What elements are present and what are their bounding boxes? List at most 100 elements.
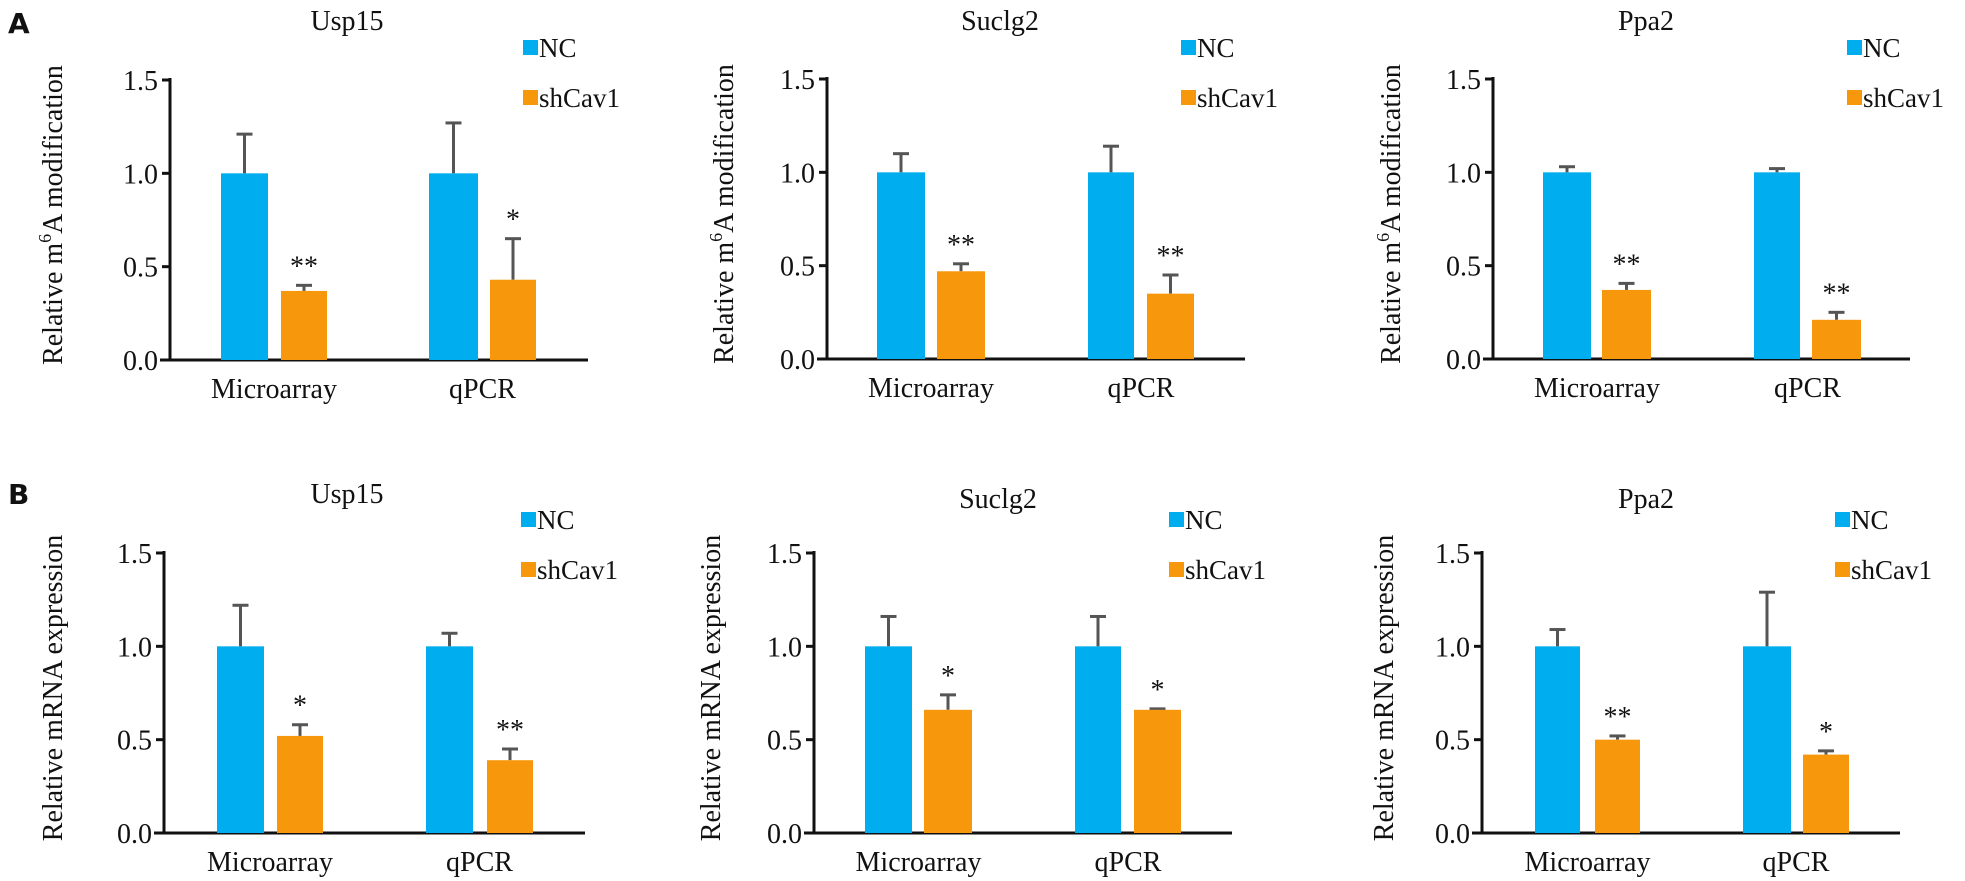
- x-category-label: Microarray: [207, 847, 333, 878]
- y-axis-label-part: Relative mRNA expression: [696, 535, 727, 841]
- significance-marker: **: [290, 251, 318, 282]
- y-tick-label: 0.0: [123, 346, 158, 377]
- x-category-label: Microarray: [856, 847, 982, 878]
- y-tick-label: 0.5: [1435, 726, 1470, 757]
- bar-shcav1-microarray: [937, 271, 985, 359]
- x-category-label: Microarray: [211, 374, 337, 405]
- y-tick-label: 0.0: [767, 819, 802, 850]
- legend-swatch-nc: [1847, 40, 1862, 55]
- significance-marker: **: [1157, 241, 1185, 272]
- chart-title: Suclg2: [959, 484, 1037, 515]
- chart-a-ppa2: Ppa2 Relative m6A modification 0.0 0.5 1.0 1.…: [1373, 6, 1944, 404]
- x-category-label: qPCR: [449, 374, 516, 405]
- chart-b-usp15: Usp15 Relative mRNA expression 0.0 0.5 1.0 1.…: [38, 479, 618, 878]
- bar-shcav1-microarray: [1602, 289, 1651, 359]
- significance-marker: **: [1823, 278, 1851, 309]
- y-axis-label: Relative mRNA expression: [38, 535, 69, 841]
- x-category-label: qPCR: [1774, 373, 1841, 404]
- legend-label-nc: NC: [1185, 505, 1223, 535]
- y-tick-label: 0.5: [767, 726, 802, 757]
- bar-nc-microarray: [1543, 172, 1591, 359]
- bar-shcav1-qpcr: [1134, 709, 1181, 833]
- chart-b-ppa2: Ppa2 Relative mRNA expression 0.0 0.5 1.0 1.5…: [1369, 484, 1932, 878]
- y-tick-label: 1.0: [780, 158, 815, 189]
- y-axis-label-superscript: 6: [1373, 233, 1393, 242]
- y-tick-label: 0.5: [117, 726, 152, 757]
- panel-letter-a: A: [8, 7, 30, 40]
- y-axis-label-part: Relative m: [38, 243, 69, 365]
- legend-label-nc: NC: [537, 505, 575, 535]
- legend-swatch-shcav1: [1181, 90, 1196, 105]
- y-tick-label: 0.0: [1435, 819, 1470, 850]
- legend-swatch-shcav1: [1835, 562, 1850, 577]
- bar-shcav1-qpcr: [487, 760, 533, 833]
- x-category-label: Microarray: [1534, 373, 1660, 404]
- bar-nc-microarray: [1535, 646, 1580, 833]
- legend-label-shcav1: shCav1: [1863, 83, 1944, 113]
- y-axis-label: Relative mRNA expression: [696, 535, 727, 841]
- chart-a-suclg2: Suclg2 Relative m6A modification 0.0 0.5 1.0…: [706, 6, 1278, 404]
- x-category-label: qPCR: [1095, 847, 1162, 878]
- significance-marker: **: [496, 715, 524, 746]
- legend-swatch-shcav1: [521, 562, 536, 577]
- bar-shcav1-microarray: [924, 709, 972, 833]
- significance-marker: *: [941, 661, 955, 692]
- y-axis-label-part: A modification: [709, 64, 740, 233]
- bar-shcav1-microarray: [1595, 739, 1640, 833]
- bar-shcav1-microarray: [277, 735, 323, 833]
- x-category-label: Microarray: [1525, 847, 1651, 878]
- bar-nc-microarray: [877, 172, 925, 359]
- y-axis-label-part: Relative mRNA expression: [1369, 535, 1400, 841]
- bar-nc-microarray: [865, 646, 912, 833]
- legend-swatch-nc: [521, 512, 536, 527]
- x-category-label: Microarray: [868, 373, 994, 404]
- bar-nc-qpcr: [429, 173, 478, 360]
- y-tick-label: 0.0: [780, 345, 815, 376]
- y-tick-label: 1.5: [117, 539, 152, 570]
- significance-marker: *: [506, 205, 520, 236]
- legend-label-nc: NC: [1197, 33, 1235, 63]
- chart-title: Ppa2: [1618, 484, 1674, 515]
- legend-swatch-shcav1: [1847, 90, 1862, 105]
- y-axis-label: Relative m6A modification: [1373, 64, 1407, 364]
- legend-label-shcav1: shCav1: [537, 555, 618, 585]
- legend-label-nc: NC: [539, 33, 577, 63]
- y-tick-label: 1.5: [123, 66, 158, 97]
- y-tick-label: 1.0: [1435, 632, 1470, 663]
- y-tick-label: 0.0: [1446, 345, 1481, 376]
- y-tick-label: 0.5: [1446, 252, 1481, 283]
- x-category-label: qPCR: [446, 847, 513, 878]
- bar-shcav1-microarray: [281, 290, 327, 360]
- y-tick-label: 0.0: [117, 819, 152, 850]
- legend-label-shcav1: shCav1: [1185, 555, 1266, 585]
- significance-marker: *: [1151, 675, 1165, 706]
- legend-swatch-shcav1: [1169, 562, 1184, 577]
- y-tick-label: 1.0: [1446, 158, 1481, 189]
- y-tick-label: 1.0: [117, 632, 152, 663]
- legend-label-shcav1: shCav1: [1197, 83, 1278, 113]
- x-category-label: qPCR: [1763, 847, 1830, 878]
- y-tick-label: 1.0: [767, 632, 802, 663]
- y-tick-label: 0.5: [780, 252, 815, 283]
- significance-marker: *: [293, 691, 307, 722]
- bar-nc-qpcr: [1088, 172, 1134, 359]
- y-tick-label: 1.5: [767, 539, 802, 570]
- legend-label-shcav1: shCav1: [539, 83, 620, 113]
- bar-nc-qpcr: [426, 646, 473, 833]
- significance-marker: **: [1613, 249, 1641, 280]
- bar-nc-qpcr: [1743, 646, 1791, 833]
- legend-label-nc: NC: [1851, 505, 1889, 535]
- chart-title: Usp15: [310, 479, 383, 510]
- y-axis-label-part: Relative m: [709, 242, 740, 364]
- y-tick-label: 1.5: [1446, 65, 1481, 96]
- legend-swatch-shcav1: [523, 90, 538, 105]
- legend-label-nc: NC: [1863, 33, 1901, 63]
- y-axis-label: Relative mRNA expression: [1369, 535, 1400, 841]
- bar-shcav1-qpcr: [1803, 754, 1849, 833]
- chart-title: Usp15: [310, 6, 383, 37]
- y-axis-label-part: Relative mRNA expression: [38, 535, 69, 841]
- legend-swatch-nc: [523, 40, 538, 55]
- y-tick-label: 1.5: [780, 65, 815, 96]
- bar-shcav1-qpcr: [1147, 293, 1194, 359]
